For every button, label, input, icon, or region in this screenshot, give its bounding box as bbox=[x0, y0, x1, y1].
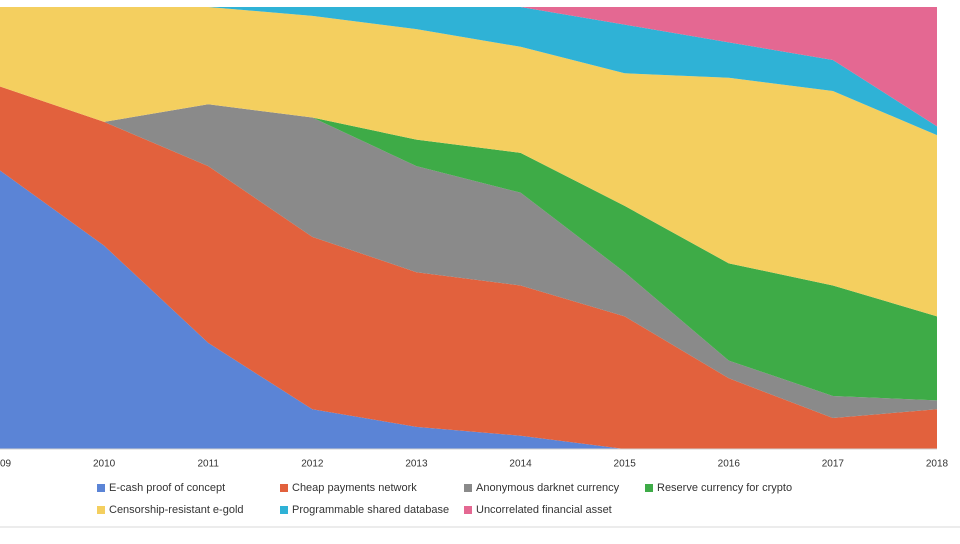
legend-swatch bbox=[97, 484, 105, 492]
x-tick-label: 2009 bbox=[0, 459, 12, 470]
legend-label: Anonymous darknet currency bbox=[476, 482, 620, 494]
legend-label: Programmable shared database bbox=[292, 504, 449, 516]
x-tick-label: 2010 bbox=[93, 459, 116, 470]
legend-label: Reserve currency for crypto bbox=[657, 482, 792, 494]
legend-label: E-cash proof of concept bbox=[109, 482, 225, 494]
x-tick-label: 2013 bbox=[405, 459, 428, 470]
area bbox=[0, 7, 937, 127]
area bbox=[0, 7, 937, 136]
x-tick-label: 2017 bbox=[822, 459, 845, 470]
x-tick-label: 2011 bbox=[197, 459, 219, 470]
area bbox=[0, 170, 937, 450]
x-tick-label: 2014 bbox=[509, 459, 532, 470]
x-tick-label: 2016 bbox=[718, 459, 741, 470]
legend-swatch bbox=[464, 506, 472, 514]
area bbox=[0, 86, 937, 449]
x-tick-label: 2018 bbox=[926, 459, 949, 470]
area bbox=[0, 86, 937, 419]
legend-swatch bbox=[97, 506, 105, 514]
legend-label: Cheap payments network bbox=[292, 482, 417, 494]
area bbox=[0, 86, 937, 401]
legend-swatch bbox=[645, 484, 653, 492]
legend-swatch bbox=[280, 506, 288, 514]
x-tick-label: 2015 bbox=[614, 459, 637, 470]
x-tick-label: 2012 bbox=[301, 459, 324, 470]
area bbox=[0, 7, 937, 317]
legend-swatch bbox=[464, 484, 472, 492]
legend-label: Censorship-resistant e-gold bbox=[109, 504, 244, 516]
legend-swatch bbox=[280, 484, 288, 492]
legend-label: Uncorrelated financial asset bbox=[476, 504, 612, 516]
